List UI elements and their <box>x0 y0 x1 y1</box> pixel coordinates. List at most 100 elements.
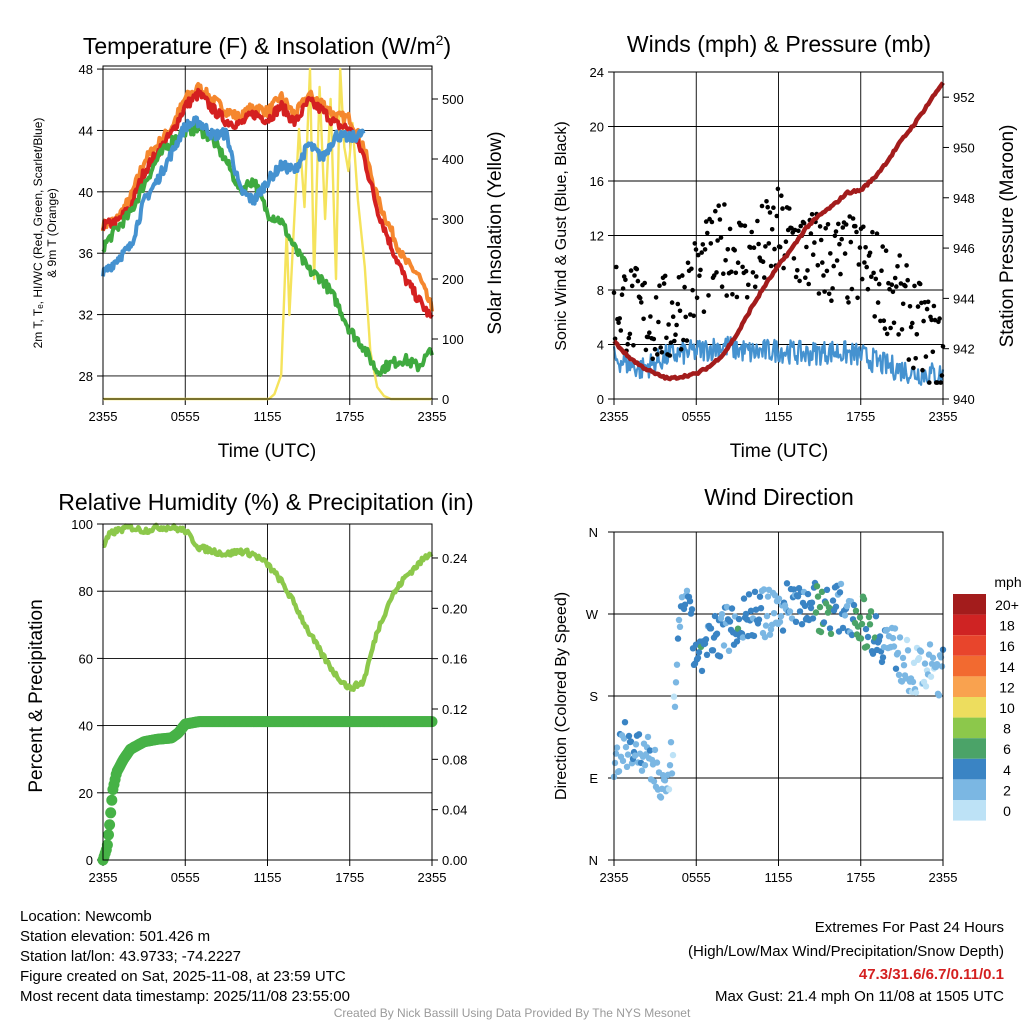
wind-gust-point <box>659 350 665 355</box>
temp-ytick-label: 44 <box>79 123 93 138</box>
wind-gust-point <box>829 298 834 304</box>
wind-gust-point <box>701 309 707 315</box>
wind-gust-point <box>924 306 930 312</box>
wind-gust-point <box>653 295 659 300</box>
dir-scatter-point <box>836 589 844 596</box>
rh-chart-title: Relative Humidity (%) & Precipitation (i… <box>58 489 473 515</box>
wind-gust-point <box>875 300 881 305</box>
wind-yaxis-label: Sonic Wind & Gust (Blue, Black) <box>553 121 570 350</box>
temp-y2tick-label: 400 <box>442 152 464 167</box>
dir-scatter-point <box>938 663 946 670</box>
dir-scatter-point <box>674 635 682 642</box>
wind-gust-point <box>834 258 840 263</box>
wind-gust-point <box>658 345 663 350</box>
wind-gust-point <box>618 328 624 333</box>
dir-scatter-point <box>891 625 899 632</box>
dir-scatter-point <box>745 591 753 598</box>
rh-ytick-label: 20 <box>79 786 93 801</box>
wind-gust-point <box>881 318 887 324</box>
wind-gust-point <box>803 275 808 281</box>
wind-gust-point <box>670 314 676 320</box>
dir-scatter-point <box>865 613 873 621</box>
colorbar-swatch <box>953 614 986 636</box>
dir-scatter-point <box>676 623 684 630</box>
wind-gust-point <box>809 212 815 217</box>
dir-scatter-point <box>694 654 702 662</box>
dir-scatter-point <box>728 605 736 612</box>
dir-scatter-point <box>826 625 834 632</box>
wind-gust-point <box>717 217 723 222</box>
wind-gust-point <box>733 270 739 276</box>
wind-gust-point <box>895 264 900 269</box>
wind-y2tick-label: 946 <box>953 241 975 256</box>
wind-gust-point <box>762 275 767 280</box>
temp-yaxis-label-line2: & 9m T (Orange) <box>45 188 59 278</box>
wind-gust-point <box>849 286 855 292</box>
wind-gust-point <box>735 260 741 266</box>
wind-y2tick-label: 950 <box>953 140 975 155</box>
dir-scatter-point <box>688 606 696 613</box>
wind-gust-point <box>853 223 858 229</box>
dir-scatter-point <box>808 599 816 606</box>
dir-scatter-point <box>935 692 943 699</box>
wind-gust-point <box>637 295 643 301</box>
colorbar-swatch <box>953 779 986 800</box>
wind-gust-point <box>798 223 803 229</box>
wind-gust-point <box>857 245 863 250</box>
wind-gust-point <box>890 289 896 295</box>
wind-gust-point <box>763 244 768 249</box>
wind-gust-point <box>752 284 758 290</box>
wind-gust-point <box>899 327 905 332</box>
wind-gust-point <box>873 276 879 282</box>
dir-scatter-point <box>763 612 771 620</box>
wind-gust-point <box>833 229 839 234</box>
temp-xtick-label: 0555 <box>171 409 200 424</box>
wind-gust-point <box>780 206 785 211</box>
wind-gust-point <box>929 317 934 323</box>
wind-gust-point <box>861 224 866 230</box>
wind-gust-point <box>627 331 633 337</box>
wind-gust-point <box>817 224 823 229</box>
temp-y2tick-label: 300 <box>442 212 464 227</box>
wind-chart-title: Winds (mph) & Pressure (mb) <box>627 31 931 57</box>
dir-scatter-point <box>801 602 809 610</box>
wind-gust-point <box>821 273 826 278</box>
dir-scatter-point <box>766 631 774 638</box>
wind-gust-point <box>634 266 640 272</box>
wind-gust-point <box>845 295 850 300</box>
wind-gust-point <box>668 340 674 346</box>
temp-xaxis-label: Time (UTC) <box>218 441 317 462</box>
dir-ytick-label: N <box>589 853 598 868</box>
dir-scatter-point <box>681 601 689 608</box>
colorbar-label: 4 <box>1003 762 1011 778</box>
dir-scatter-point <box>755 616 763 623</box>
wind-gust-point <box>673 332 678 338</box>
wind-gust-point <box>631 343 636 348</box>
wind-gust-point <box>775 186 781 192</box>
wind-gust-point <box>907 304 913 309</box>
temp-y2tick-label: 200 <box>442 272 464 287</box>
dir-yaxis-label: Direction (Colored By Speed) <box>553 592 570 800</box>
dir-scatter-point <box>627 738 635 745</box>
wind-gust-point <box>683 314 688 320</box>
wind-gust-point <box>892 275 898 281</box>
rh-ytick-label: 0 <box>86 853 93 868</box>
wind-xtick-label: 1755 <box>846 409 875 424</box>
wind-gust-point <box>623 277 628 283</box>
wind-gust-point <box>810 252 816 257</box>
temp-plot-frame <box>102 65 433 400</box>
wind-gust-point <box>847 214 852 219</box>
wind-gust-point <box>830 286 835 291</box>
dir-scatter-point <box>651 746 659 754</box>
dir-scatter-points <box>610 579 947 801</box>
wind-gust-point <box>923 354 929 359</box>
wind-gust-point <box>856 262 862 267</box>
wind-gust-points <box>611 186 946 385</box>
wind-gust-point <box>708 241 714 246</box>
extremes-title: Extremes For Past 24 Hours <box>814 919 1004 936</box>
dir-xtick-label: 2355 <box>600 870 629 885</box>
wind-gust-point <box>702 247 708 252</box>
wind-gust-point <box>921 318 926 324</box>
wind-ytick-label: 4 <box>597 338 604 353</box>
wind-gust-point <box>801 220 807 226</box>
